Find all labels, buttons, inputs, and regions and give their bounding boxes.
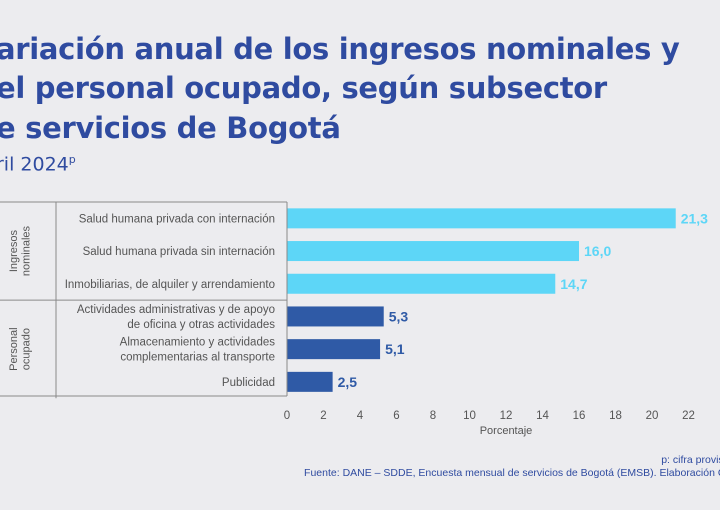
- data-label: 2,5: [338, 374, 358, 390]
- category-label: Almacenamiento y actividades: [120, 337, 276, 349]
- x-tick-label: 4: [357, 410, 364, 422]
- x-tick-label: 6: [393, 410, 399, 422]
- x-tick-label: 12: [500, 410, 513, 422]
- x-tick-label: 0: [284, 410, 290, 422]
- category-label: Salud humana privada sin internación: [83, 246, 275, 258]
- x-tick-label: 22: [682, 410, 695, 422]
- source-note: Fuente: DANE – SDDE, Encuesta mensual de…: [304, 467, 720, 479]
- category-label: Actividades administrativas y de apoyo: [77, 304, 275, 316]
- chart-title-line-3: e servicios de Bogotá: [0, 111, 341, 145]
- category-label: Inmobiliarias, de alquiler y arrendamien…: [65, 279, 275, 291]
- x-tick-label: 14: [536, 410, 549, 422]
- data-label: 14,7: [560, 276, 587, 292]
- data-label: 5,1: [385, 341, 405, 357]
- bar: [287, 371, 333, 392]
- bar: [287, 208, 676, 229]
- group-label-line: Ingresos: [8, 229, 20, 272]
- subtitle-provisional-mark: p: [68, 153, 76, 166]
- bar: [287, 306, 384, 327]
- chart-subtitle: ril 2024p: [0, 153, 76, 175]
- group-label-line: nominales: [21, 225, 33, 276]
- bar: [287, 241, 579, 262]
- chart-title-line-1: ariación anual de los ingresos nominales…: [0, 32, 680, 66]
- x-tick-label: 2: [320, 410, 326, 422]
- bar: [287, 273, 556, 294]
- category-label: Salud humana privada con internación: [79, 213, 275, 225]
- chart-title-line-2: el personal ocupado, según subsector: [0, 71, 607, 105]
- data-label: 21,3: [681, 210, 708, 226]
- provisional-note: p: cifra provisi: [661, 454, 720, 466]
- x-tick-label: 10: [463, 410, 476, 422]
- group-label-line: ocupado: [21, 328, 33, 370]
- x-axis-title: Porcentaje: [480, 425, 533, 437]
- group-label: Personalocupado: [8, 327, 33, 370]
- subtitle-text: ril 2024: [0, 153, 69, 176]
- data-label: 16,0: [584, 243, 611, 259]
- category-label: de oficina y otras actividades: [127, 319, 275, 331]
- data-label: 5,3: [389, 308, 409, 324]
- x-tick-label: 20: [646, 410, 659, 422]
- category-label: Publicidad: [222, 377, 275, 389]
- x-tick-label: 8: [430, 410, 436, 422]
- group-label: Ingresosnominales: [8, 225, 33, 276]
- x-tick-label: 16: [573, 410, 586, 422]
- category-label: complementarias al transporte: [120, 352, 275, 364]
- x-tick-label: 18: [609, 410, 622, 422]
- group-label-line: Personal: [8, 327, 20, 370]
- bar: [287, 339, 381, 360]
